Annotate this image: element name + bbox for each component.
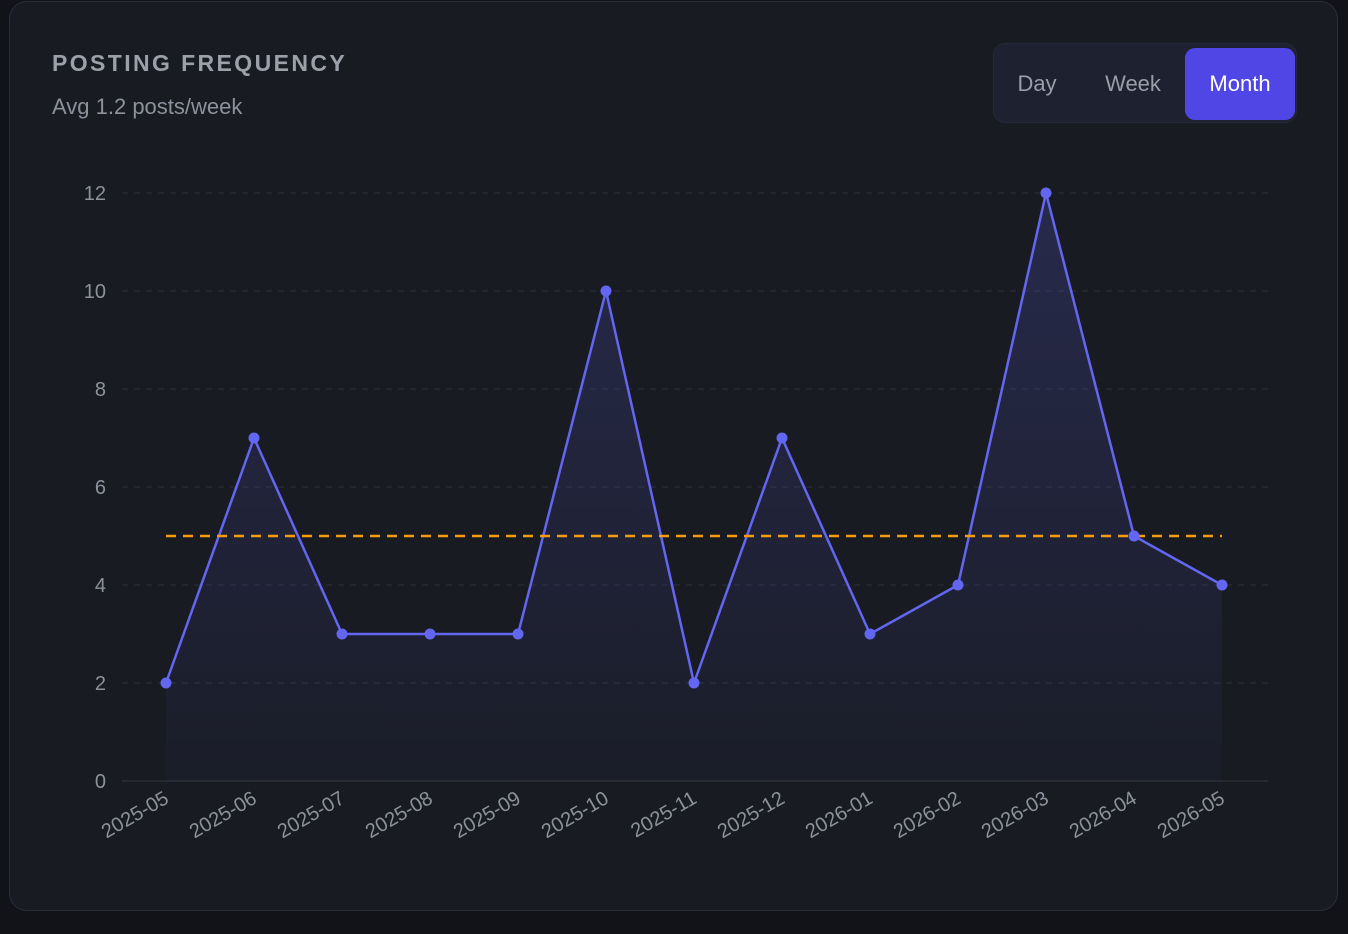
x-tick-label: 2025-12 bbox=[714, 787, 789, 843]
data-point[interactable] bbox=[248, 432, 260, 444]
data-point[interactable] bbox=[1128, 530, 1140, 542]
data-point[interactable] bbox=[160, 677, 172, 689]
x-tick-label: 2026-03 bbox=[978, 787, 1053, 843]
series-area bbox=[166, 193, 1222, 781]
x-tick-label: 2025-11 bbox=[627, 787, 700, 842]
x-tick-label: 2026-02 bbox=[890, 787, 965, 843]
y-axis-ticks: 0 2 4 6 8 10 12 bbox=[84, 183, 106, 793]
x-tick-label: 2025-07 bbox=[274, 787, 349, 843]
data-points bbox=[160, 187, 1228, 689]
data-point[interactable] bbox=[688, 677, 700, 689]
x-tick-label: 2025-08 bbox=[362, 787, 437, 843]
x-tick-label: 2026-04 bbox=[1066, 787, 1141, 843]
y-tick-label: 10 bbox=[84, 281, 106, 303]
range-week-button[interactable]: Week bbox=[1084, 48, 1182, 120]
x-tick-label: 2025-09 bbox=[450, 787, 525, 843]
range-day-button[interactable]: Day bbox=[998, 48, 1076, 120]
data-point[interactable] bbox=[424, 628, 436, 640]
data-point[interactable] bbox=[952, 579, 964, 591]
y-tick-label: 6 bbox=[95, 477, 106, 499]
y-tick-label: 12 bbox=[84, 183, 106, 205]
y-tick-label: 4 bbox=[95, 575, 106, 597]
data-point[interactable] bbox=[512, 628, 524, 640]
x-tick-label: 2025-06 bbox=[186, 787, 261, 843]
x-tick-label: 2026-05 bbox=[1154, 787, 1229, 843]
x-tick-label: 2025-10 bbox=[538, 787, 613, 843]
y-tick-label: 2 bbox=[95, 673, 106, 695]
y-tick-label: 0 bbox=[95, 771, 106, 793]
data-point[interactable] bbox=[776, 432, 788, 444]
x-axis-ticks: 2025-05 2025-06 2025-07 2025-08 2025-09 2025-… bbox=[98, 787, 1229, 843]
data-point[interactable] bbox=[336, 628, 348, 640]
data-point[interactable] bbox=[600, 285, 612, 297]
chart-title: POSTING FREQUENCY bbox=[52, 50, 348, 76]
data-point[interactable] bbox=[1040, 187, 1052, 199]
y-tick-label: 8 bbox=[95, 379, 106, 401]
data-point[interactable] bbox=[1216, 579, 1228, 591]
range-month-button[interactable]: Month bbox=[1185, 48, 1295, 120]
x-tick-label: 2026-01 bbox=[802, 787, 877, 843]
data-point[interactable] bbox=[864, 628, 876, 640]
chart-subtitle: Avg 1.2 posts/week bbox=[52, 94, 243, 119]
range-toggle: Day Week Month bbox=[993, 43, 1297, 123]
x-tick-label: 2025-05 bbox=[98, 787, 173, 843]
